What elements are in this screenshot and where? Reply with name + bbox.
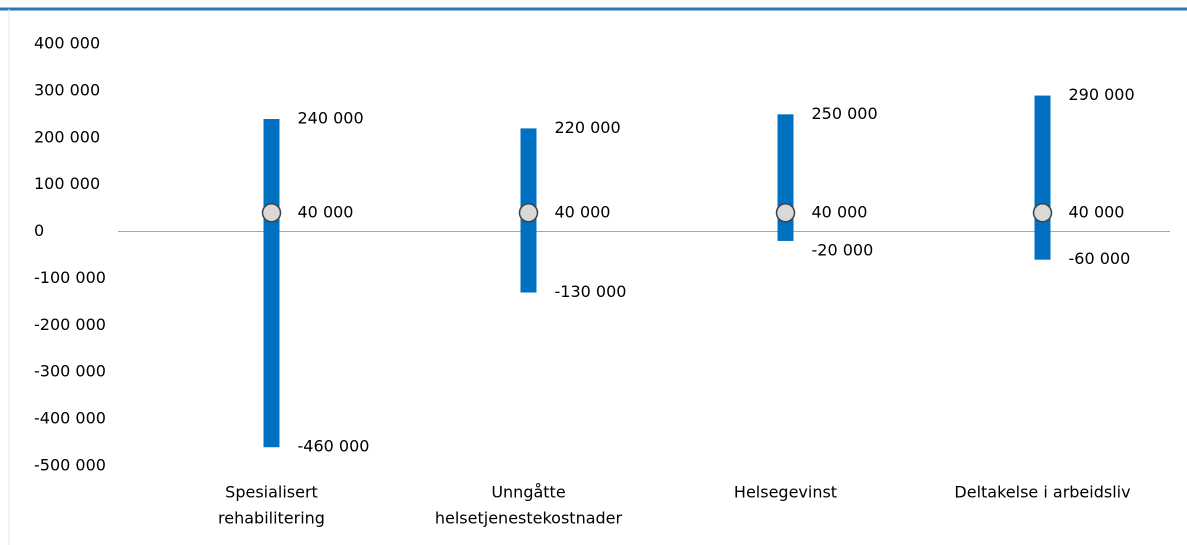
mid-marker [775,203,796,223]
mid-marker [261,203,282,223]
y-tick-label: 400 000 [34,34,100,53]
y-tick-label: 100 000 [34,174,100,193]
high-label: 220 000 [555,118,621,137]
x-tick-label: helsetjenestekostnader [435,509,623,528]
mid-marker [1032,203,1053,223]
y-tick-label: -100 000 [34,268,106,287]
x-tick-label: Helsegevinst [734,483,837,502]
y-tick-label: -500 000 [34,456,106,475]
y-tick-label: -400 000 [34,409,106,428]
y-tick-label: 200 000 [34,127,100,146]
x-tick-label: Deltakelse i arbeidsliv [954,483,1130,502]
range-bar [1034,95,1051,260]
mid-label: 40 000 [555,202,611,221]
low-label: -20 000 [812,240,874,259]
range-bar [263,119,280,448]
y-tick-label: -300 000 [34,362,106,381]
x-tick-label: rehabilitering [218,509,325,528]
mid-label: 40 000 [298,202,354,221]
y-tick-label: 0 [34,221,44,240]
mid-marker [518,203,539,223]
low-label: -60 000 [1069,249,1131,268]
y-tick-label: -200 000 [34,315,106,334]
low-label: -460 000 [298,437,370,456]
x-tick-label: Unngåtte [491,483,565,502]
mid-label: 40 000 [1069,202,1125,221]
high-label: 250 000 [812,104,878,123]
mid-label: 40 000 [812,202,868,221]
y-tick-label: 300 000 [34,80,100,99]
high-label: 240 000 [298,109,364,128]
high-label: 290 000 [1069,85,1135,104]
low-label: -130 000 [555,282,627,301]
x-tick-label: Spesialisert [225,483,318,502]
